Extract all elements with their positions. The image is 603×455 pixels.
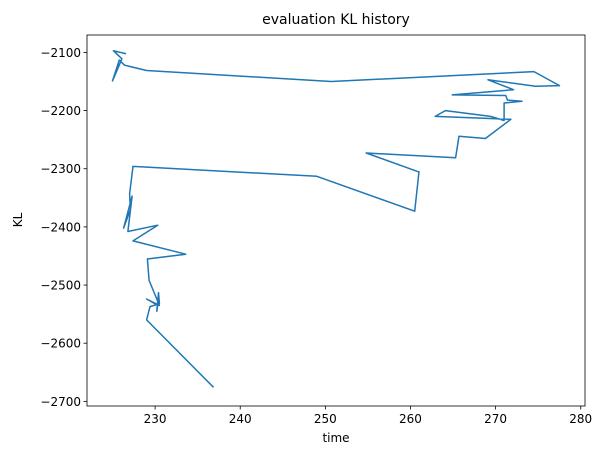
x-tick-label: 240: [229, 412, 252, 426]
x-tick-label: 230: [144, 412, 167, 426]
y-tick-label: −2200: [40, 104, 81, 118]
y-tick-label: −2500: [40, 279, 81, 293]
y-tick-label: −2400: [40, 220, 81, 234]
y-tick-label: −2300: [40, 162, 81, 176]
x-tick-label: 260: [399, 412, 422, 426]
y-tick-label: −2700: [40, 395, 81, 409]
y-axis-ticks: −2100 −2200 −2300 −2400 −2500 −2600 −2700: [40, 46, 87, 409]
y-tick-label: −2600: [40, 337, 81, 351]
kl-history-line: [111, 49, 561, 388]
y-axis-label: KL: [11, 212, 25, 227]
x-tick-label: 280: [569, 412, 592, 426]
x-axis-label: time: [322, 431, 349, 445]
chart-title: evaluation KL history: [262, 12, 410, 28]
x-tick-label: 270: [484, 412, 507, 426]
x-axis-ticks: 230 240 250 260 270 280: [144, 406, 592, 426]
plot-frame: [86, 34, 586, 407]
y-tick-label: −2100: [40, 46, 81, 60]
x-tick-label: 250: [314, 412, 337, 426]
